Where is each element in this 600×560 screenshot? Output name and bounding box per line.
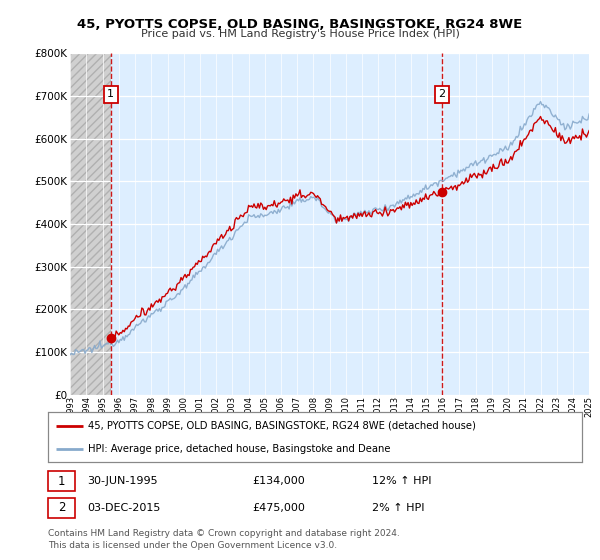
Text: 03-DEC-2015: 03-DEC-2015: [87, 503, 160, 513]
Text: £475,000: £475,000: [252, 503, 305, 513]
Text: HPI: Average price, detached house, Basingstoke and Deane: HPI: Average price, detached house, Basi…: [88, 445, 391, 454]
Text: Price paid vs. HM Land Registry's House Price Index (HPI): Price paid vs. HM Land Registry's House …: [140, 29, 460, 39]
Text: 2: 2: [58, 501, 65, 515]
Text: 1: 1: [107, 89, 114, 99]
Text: 2: 2: [439, 89, 445, 99]
Text: 45, PYOTTS COPSE, OLD BASING, BASINGSTOKE, RG24 8WE: 45, PYOTTS COPSE, OLD BASING, BASINGSTOK…: [77, 18, 523, 31]
Text: 45, PYOTTS COPSE, OLD BASING, BASINGSTOKE, RG24 8WE (detached house): 45, PYOTTS COPSE, OLD BASING, BASINGSTOK…: [88, 421, 476, 431]
Text: 2% ↑ HPI: 2% ↑ HPI: [372, 503, 425, 513]
Text: Contains HM Land Registry data © Crown copyright and database right 2024.
This d: Contains HM Land Registry data © Crown c…: [48, 529, 400, 550]
Text: £134,000: £134,000: [252, 476, 305, 486]
Text: 30-JUN-1995: 30-JUN-1995: [87, 476, 158, 486]
Bar: [70, 53, 111, 395]
Text: 12% ↑ HPI: 12% ↑ HPI: [372, 476, 431, 486]
Text: 1: 1: [58, 474, 65, 488]
